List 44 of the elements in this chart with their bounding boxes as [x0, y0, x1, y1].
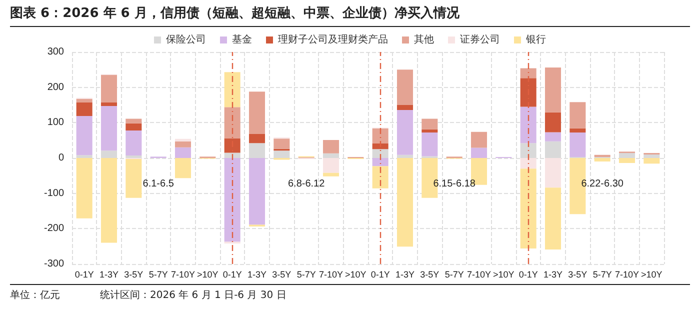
text: 统计区间：2026 年 6 月 1 日-6 月 30 日 [100, 290, 286, 301]
legend-label: 证券公司 [460, 34, 500, 46]
x-tick-label: 5-7Y [296, 270, 316, 280]
x-tick-label: 7-10Y [614, 270, 640, 280]
legend-label: 银行 [525, 34, 546, 46]
annotation: 6.22-6.30 [581, 178, 624, 190]
y-tick-label: 0 [58, 152, 64, 164]
x-tick-label: 7-10Y [318, 270, 344, 280]
x-tick-label: >10Y [493, 270, 514, 280]
x-tick-label: >10Y [345, 270, 366, 280]
annotation: 6.8-6.12 [288, 178, 326, 190]
x-tick-label: >10Y [197, 270, 218, 280]
x-tick-label: 3-5Y [124, 270, 144, 280]
legend-label: 基金 [232, 34, 252, 46]
x-tick-label: 7-10Y [170, 270, 196, 280]
x-tick-label: 3-5Y [420, 270, 440, 280]
legend-label: 保险公司 [166, 34, 206, 46]
annotation: 6.1-6.5 [142, 178, 174, 190]
x-tick-label: 0-1Y [370, 270, 390, 280]
x-tick-label: 5-7Y [592, 270, 612, 280]
x-tick-label: 1-3Y [247, 270, 267, 280]
x-tick-label: 3-5Y [272, 270, 292, 280]
x-tick-label: >10Y [641, 270, 662, 280]
legend-label: 理财子公司及理财类产品 [278, 34, 388, 46]
x-tick-label: 1-3Y [543, 270, 563, 280]
x-tick-label: 5-7Y [148, 270, 168, 280]
x-tick-label: 1-3Y [99, 270, 119, 280]
x-tick-label: 1-3Y [395, 270, 415, 280]
x-tick-label: 5-7Y [444, 270, 464, 280]
x-tick-label: 0-1Y [74, 270, 94, 280]
x-tick-label: 7-10Y [466, 270, 492, 280]
text: 单位：亿元 [10, 290, 60, 301]
annotation: 6.15-6.18 [433, 178, 476, 190]
x-tick-label: 0-1Y [222, 270, 242, 280]
y-tick-label: -100 [44, 188, 64, 199]
y-tick-label: -300 [44, 258, 64, 270]
x-tick-label: 0-1Y [518, 270, 538, 280]
legend-label: 其他 [414, 34, 434, 46]
y-tick-label: -200 [44, 223, 64, 234]
y-tick-label: 200 [47, 82, 64, 93]
x-tick-label: 3-5Y [568, 270, 588, 280]
chart-title: 图表 6：2026 年 6 月，信用债（短融、超短融、中票、企业债）净买入情况 [10, 4, 690, 27]
y-tick-label: 100 [47, 117, 64, 128]
y-tick-label: 300 [47, 46, 64, 58]
